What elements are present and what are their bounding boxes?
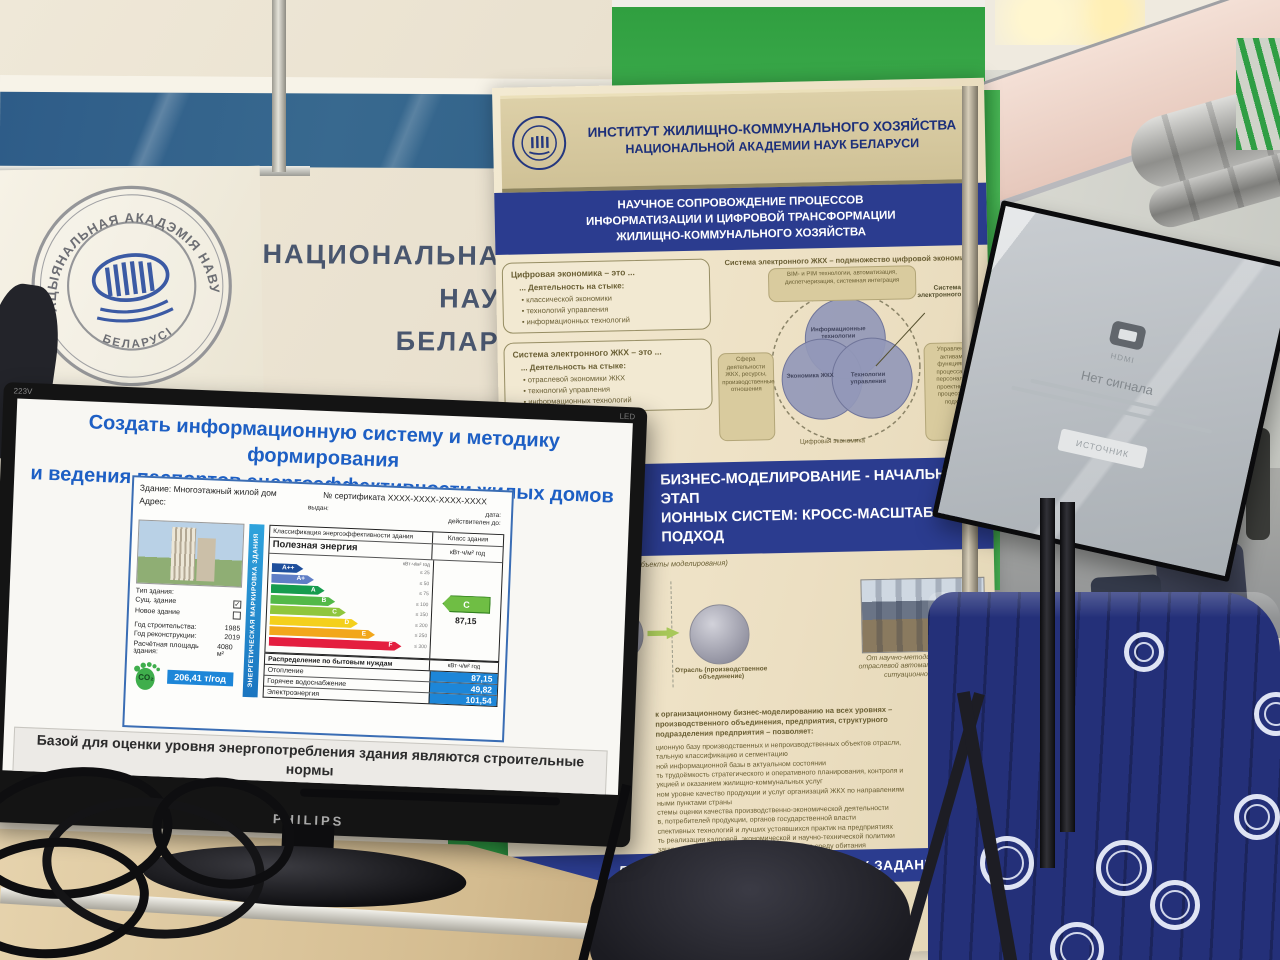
hint-text-bar [1010,384,1212,434]
display-stand-pole [1060,502,1075,832]
building-type-label: Тип здания: [135,587,175,596]
green-stair-railing [1236,38,1280,150]
banner-title: ИНСТИТУТ ЖИЛИЩНО-КОММУНАЛЬНОГО ХОЗЯЙСТВА… [577,118,968,159]
area-label: Расчётная площадь здания: [133,640,199,656]
scheme-node3-label: Отрасль (производственное объединение) [675,665,768,682]
assigned-class-value: 87,15 [454,615,477,627]
scheme-arrow-2 [647,627,679,640]
tablecloth-seal-print [1096,840,1152,896]
cert-valid-label: действителен до: [447,518,501,528]
energy-class-threshold: ≤ 100 [415,601,429,608]
building-photo [136,519,245,588]
booth-frame-pole [272,0,286,172]
energy-class-threshold: ≤ 50 [419,580,430,587]
year-recon-label: Год реконструкции: [133,630,197,641]
tablecloth-seal-print [1234,794,1280,840]
box1-subtitle: ... Деятельность на стыке: [519,281,625,293]
venn-circle-left-label: Экономика ЖКХ [786,373,834,381]
banner-definitions-section: Цифровая экономика – это ... ... Деятель… [496,245,992,467]
monitor-screen: Создать информационную систему и методик… [2,398,633,795]
cert-date-label: дата: [485,511,502,520]
definition-box-digital-economy: Цифровая экономика – это ... ... Деятель… [501,258,712,335]
banner-header-plate: ИНСТИТУТ ЖИЛИЩНО-КОММУНАЛЬНОГО ХОЗЯЙСТВА… [500,85,979,193]
year-built-value: 1985 [224,624,241,633]
venn-top-bubble: BIM- и PIM технологии, автоматизация, ди… [767,265,917,303]
assigned-class-arrow: C [442,595,491,614]
tablecloth-seal-print [1050,922,1104,960]
venn-circle-right-label: Технологии управления [850,372,887,386]
energy-certificate: Здание: Многоэтажный жилой дом Адрес: № … [122,475,515,743]
existing-building-checkbox: ✓ [233,600,242,610]
cert-issued-label: выдан: [307,504,329,513]
banner-subtitle-band: НАУЧНОЕ СОПРОВОЖДЕНИЕ ПРОЦЕССОВ ИНФОРМАТИ… [494,182,988,256]
office-chair-back [590,840,910,960]
tablecloth-seal-print [1150,880,1200,930]
wall-sign-line: НАУ [439,283,501,314]
source-button-label: ИСТОЧНИК [1057,427,1149,469]
rollup-banner: ИНСТИТУТ ЖИЛИЩНО-КОММУНАЛЬНОГО ХОЗЯЙСТВА… [492,77,1003,960]
energy-class-threshold: ≤ 300 [414,643,427,650]
energy-marking-strip: ЭНЕРГЕТИЧЕСКАЯ МАРКИРОВКА ЗДАНИЯ [242,523,265,698]
area-value: 4080 м² [216,643,233,658]
venn-circle-top-label: Информационные технологии [810,326,866,341]
new-building-label: Новое здание [134,607,181,617]
wall-sign-line: БЕЛАР [395,326,500,357]
unit-label: кВт·ч/м² год [431,544,503,563]
monitor-led-label: LED [619,411,636,422]
display-stand-pole [1040,498,1055,868]
energy-class-letter: F [388,641,393,649]
year-built-label: Год строительства: [134,621,197,631]
hdmi-input-label: HDMI [1109,350,1136,365]
tablecloth-seal-print [1254,692,1280,736]
energy-class-threshold: ≤ 25 [419,570,430,577]
energy-class-threshold: ≤ 200 [414,622,428,629]
energy-class-letter: A+ [296,574,306,583]
distribution-table: Распределение по бытовым нуждам кВт·ч/м²… [262,652,500,708]
hdmi-input-icon [1108,319,1147,351]
scheme-node-industry [688,603,751,665]
draped-table-blue [928,592,1280,960]
year-recon-value: 2019 [224,634,241,643]
monitor-model-label: 223V [13,386,33,397]
box1-bullet: информационных технологий [522,314,702,327]
energy-class-chart: кВт·ч/м² год A++ ≤ 25 [265,554,433,659]
new-building-checkbox [232,611,241,620]
philips-monitor: 223V LED PHILIPS Создать информационную … [0,382,648,913]
wall-sign-line: НАЦИОНАЛЬНА [262,238,501,271]
energy-class-letter: B [321,596,327,605]
wall-sign: НАЦИОНАЛЬНА НАУ БЕЛАР [262,239,501,358]
energy-marking-strip-text: ЭНЕРГЕТИЧЕСКАЯ МАРКИРОВКА ЗДАНИЯ [246,533,261,689]
box1-title: Цифровая экономика – это ... [510,267,635,280]
energy-class-letter: C [332,607,338,616]
box2-title: Система электронного ЖКХ – это ... [512,346,662,360]
co2-value-badge: 206,41 т/год [167,669,234,687]
venn-left-bubble: Сфера деятельности ЖКХ, ресурсы, произво… [717,352,776,442]
energy-class-threshold: ≤ 150 [415,611,429,619]
scheme-caption: (объекты моделирования) [633,557,728,569]
energy-class-threshold: ≤ 75 [418,591,429,598]
venn-diagram [771,292,926,442]
energy-class-letter: E [361,630,367,638]
energy-class-letter: D [344,618,350,627]
tablecloth-seal-print [1124,632,1164,672]
co2-footprint-icon: CO₂ [132,659,163,692]
box2-subtitle: ... Деятельность на стыке: [520,361,627,373]
energy-class-letter: A++ [281,563,295,572]
banner-seal-icon [512,116,567,171]
co2-label: CO₂ [138,672,154,683]
venn-diagram-panel: Система электронного ЖКХ – подмножество … [716,253,986,455]
existing-building-label: Сущ. здание [135,596,177,606]
energy-class-table: Классификация энергоэффективности здания… [264,524,505,663]
energy-class-letter: A [310,586,316,594]
distribution-row-value: 101,54 [428,693,497,707]
energy-class-threshold: ≤ 250 [414,632,428,640]
